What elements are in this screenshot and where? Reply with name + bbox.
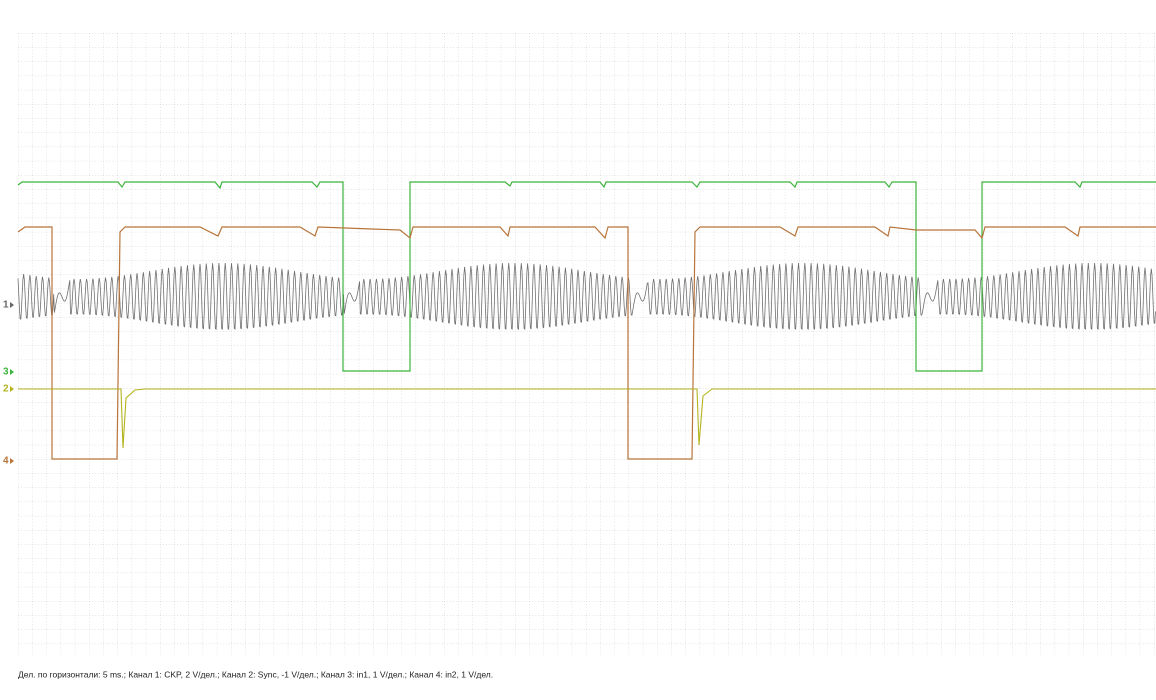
channel-3-trace [17,181,1156,372]
channel-marker: 4 [3,456,9,467]
grid [18,33,1156,656]
marker-arrow [10,458,14,464]
marker-arrow [10,369,14,375]
marker-arrow [10,386,14,392]
marker-arrow [10,302,14,308]
channel-marker: 2 [3,384,9,395]
channel-1-trace [17,262,1156,331]
channel-4-trace [17,226,1156,460]
channel-marker: 1 [3,300,9,311]
channel-2-trace [18,388,1156,449]
channel-marker: 3 [3,367,9,378]
channel-1-waveform [17,262,1156,331]
caption: Дел. по горизонтали: 5 ms.; Канал 1: CKP… [18,669,493,679]
